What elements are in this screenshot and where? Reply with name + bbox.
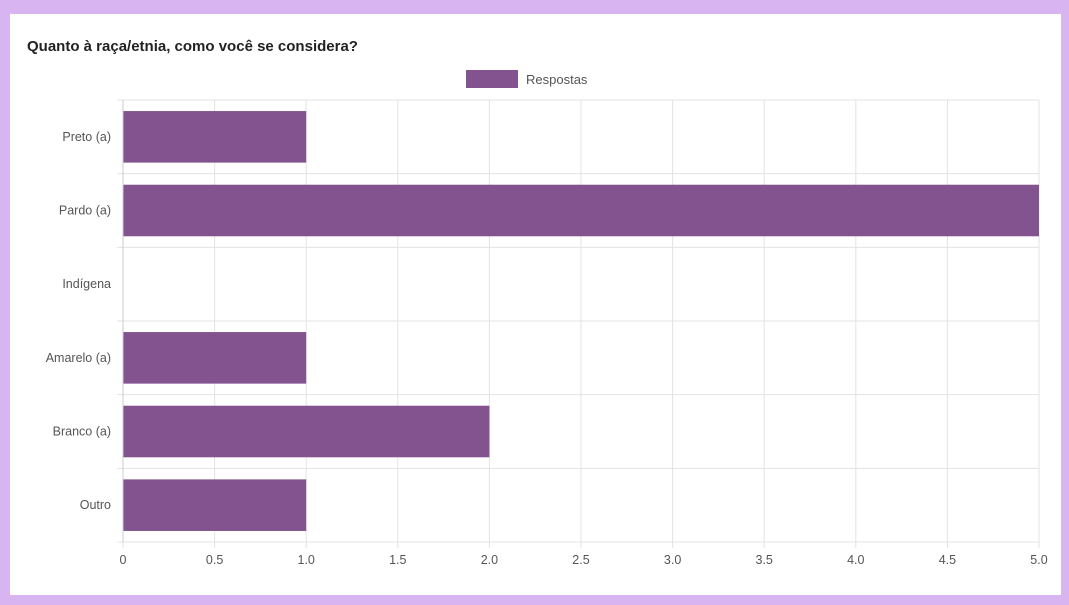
y-category-label: Pardo (a) (59, 204, 111, 218)
bar-amarelo-a (123, 332, 307, 384)
x-tick-label: 0 (120, 553, 127, 567)
y-category-label: Outro (80, 498, 111, 512)
legend-swatch-respostas (466, 70, 518, 88)
x-tick-label: 3.5 (756, 553, 773, 567)
y-category-label: Preto (a) (62, 130, 111, 144)
x-tick-label: 4.5 (939, 553, 956, 567)
axis-labels: 0 0.5 1.0 1.5 2.0 2.5 3.0 3.5 4.0 4.5 5.0 Preto (a)… (46, 130, 1048, 567)
x-tick-label: 1.5 (389, 553, 406, 567)
chart-panel: Quanto à raça/etnia, como você se consid… (10, 14, 1061, 595)
x-tick-label: 1.0 (298, 553, 315, 567)
y-category-label: Branco (a) (53, 425, 111, 439)
x-tick-label: 5.0 (1030, 553, 1047, 567)
y-category-label: Amarelo (a) (46, 351, 111, 365)
x-tick-label: 2.0 (481, 553, 498, 567)
x-tick-label: 3.0 (664, 553, 681, 567)
chart-title: Quanto à raça/etnia, como você se consid… (27, 38, 358, 55)
legend-label-respostas: Respostas (526, 71, 588, 87)
x-tick-label: 0.5 (206, 553, 223, 567)
x-tick-label: 2.5 (572, 553, 589, 567)
bar-outro (123, 479, 307, 531)
bar-chart: 0 0.5 1.0 1.5 2.0 2.5 3.0 3.5 4.0 4.5 5.0 Preto (a)… (46, 99, 1048, 567)
bar-pardo-a (123, 184, 1039, 237)
y-category-label: Indígena (62, 277, 111, 291)
chart-legend[interactable]: Respostas (466, 68, 587, 90)
bar-preto-a (123, 111, 307, 163)
bar-branco-a (123, 405, 490, 458)
bars (123, 111, 1039, 531)
x-tick-label: 4.0 (847, 553, 864, 567)
